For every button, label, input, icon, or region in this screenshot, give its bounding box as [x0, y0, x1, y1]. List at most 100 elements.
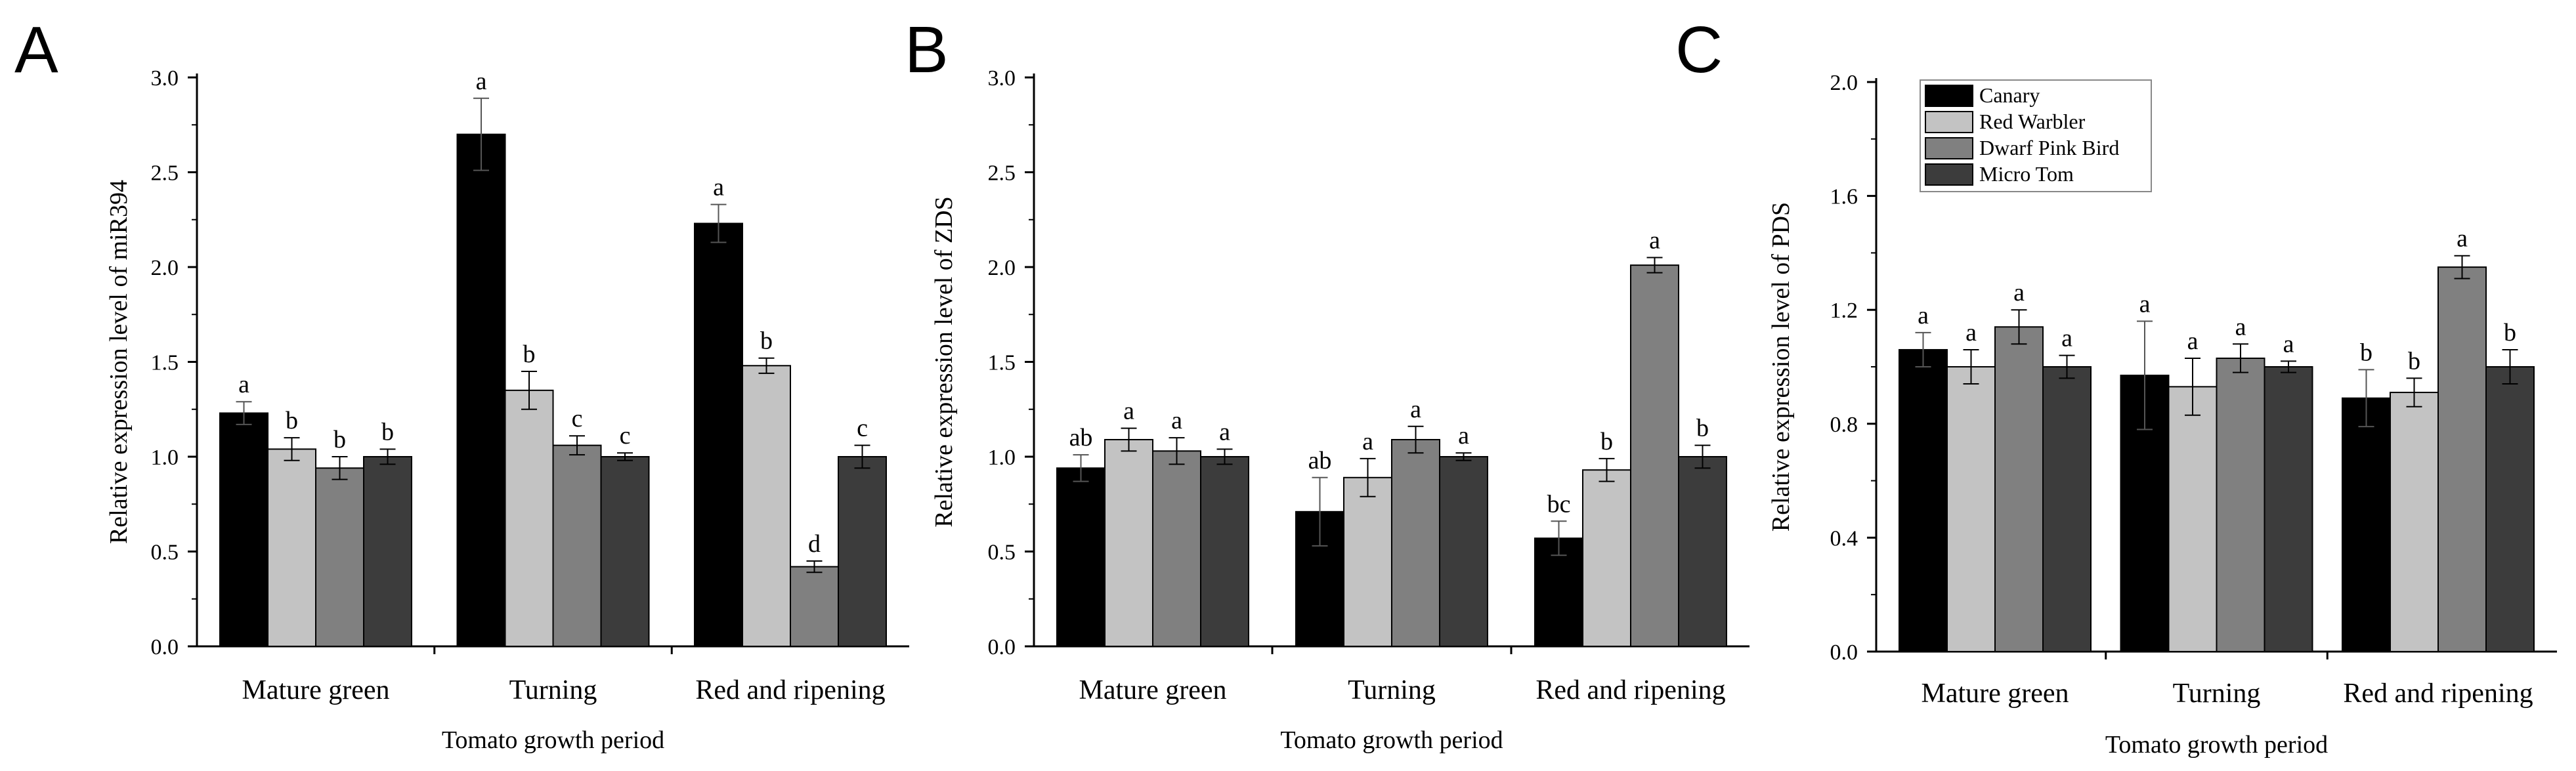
category-label: Turning: [2173, 678, 2261, 709]
legend-label-canary: Canary: [1979, 83, 2040, 107]
significance-label: b: [2360, 339, 2372, 366]
y-axis-title: Relative expression level of PDS: [1767, 202, 1795, 531]
y-tick-label: 0.0: [151, 635, 179, 659]
y-tick-label: 3.0: [988, 66, 1016, 91]
y-tick-label: 1.5: [151, 351, 179, 375]
bar-micro-tom: [2485, 366, 2535, 652]
x-axis-title: Tomato growth period: [1280, 726, 1503, 754]
y-axis-title: Relative expression level of ZDS: [930, 196, 958, 527]
y-tick-label: 0.8: [1830, 413, 1858, 437]
category-label: Red and ripening: [695, 675, 885, 705]
y-tick-label: 1.0: [151, 446, 179, 470]
bar-micro-tom: [1439, 456, 1488, 647]
significance-label: b: [333, 426, 346, 453]
bar-red-warbler: [2390, 392, 2439, 652]
significance-label: a: [1458, 422, 1469, 449]
bar-canary: [456, 133, 506, 647]
y-tick-label: 1.0: [988, 446, 1016, 470]
bar-dwarf-pink-bird: [790, 566, 839, 647]
significance-label: b: [2408, 347, 2420, 375]
significance-label: a: [1123, 398, 1134, 425]
legend-label-red-warbler: Red Warbler: [1979, 110, 2086, 133]
y-tick-label: 1.6: [1830, 185, 1858, 209]
significance-label: a: [2235, 313, 2246, 341]
category-label: Mature green: [1079, 675, 1226, 705]
significance-label: b: [760, 327, 773, 355]
significance-label: b: [1600, 428, 1613, 455]
category-label: Mature green: [242, 675, 389, 705]
significance-label: ab: [1069, 424, 1093, 451]
significance-label: b: [1696, 415, 1709, 442]
bar-dwarf-pink-bird: [2437, 266, 2487, 653]
y-tick-label: 1.5: [988, 351, 1016, 375]
bar-micro-tom: [838, 456, 887, 647]
legend-label-micro-tom: Micro Tom: [1979, 162, 2074, 186]
category-label: Turning: [1348, 675, 1436, 705]
legend-swatch-dwarf-pink-bird: [1925, 137, 1973, 159]
significance-label: c: [572, 405, 583, 432]
y-tick-label: 1.2: [1830, 299, 1858, 323]
bar-red-warbler: [2168, 386, 2218, 652]
significance-label: a: [1410, 396, 1421, 423]
bar-dwarf-pink-bird: [315, 467, 364, 648]
bar-red-warbler: [1946, 366, 1996, 652]
significance-label: b: [286, 407, 298, 434]
significance-label: a: [2457, 225, 2468, 253]
bar-canary: [2342, 397, 2391, 652]
y-tick-label: 2.5: [988, 161, 1016, 186]
category-label: Turning: [509, 675, 597, 705]
significance-label: a: [1965, 319, 1977, 346]
y-tick-label: 0.5: [151, 541, 179, 565]
bar-micro-tom: [1200, 456, 1249, 647]
bar-canary: [694, 222, 743, 647]
significance-label: a: [1171, 407, 1182, 434]
significance-label: a: [238, 371, 249, 398]
bar-dwarf-pink-bird: [1152, 450, 1201, 648]
x-axis-title: Tomato growth period: [442, 726, 664, 754]
significance-label: a: [476, 68, 487, 95]
bar-dwarf-pink-bird: [1630, 264, 1679, 647]
panel-b: B 0.0 0.5 1.0 1.5 2.0 2.5 3.0 Relative expressio…: [905, 13, 1750, 754]
y-axis-title: Relative expression level of miR394: [105, 180, 133, 544]
significance-label: a: [2139, 291, 2151, 318]
bar-red-warbler: [742, 365, 791, 648]
bar-micro-tom: [363, 456, 412, 647]
y-tick-label: 2.0: [151, 256, 179, 280]
y-tick-label: 0.4: [1830, 526, 1858, 551]
panel-letter: C: [1675, 13, 1723, 87]
bar-canary: [219, 412, 268, 648]
bar-red-warbler: [1343, 476, 1392, 647]
legend-swatch-micro-tom: [1925, 163, 1973, 186]
significance-label: c: [620, 422, 631, 449]
panel-letter: A: [14, 13, 58, 87]
significance-label: a: [2013, 279, 2025, 306]
significance-label: c: [857, 415, 868, 442]
significance-label: a: [2187, 327, 2199, 355]
legend-label-dwarf-pink-bird: Dwarf Pink Bird: [1979, 136, 2119, 159]
panel-letter: B: [905, 13, 949, 87]
bar-micro-tom: [2264, 366, 2313, 652]
significance-label: bc: [1547, 490, 1571, 518]
significance-label: d: [808, 530, 821, 558]
significance-label: b: [381, 418, 394, 446]
significance-label: a: [2283, 330, 2294, 358]
significance-label: b: [2504, 319, 2516, 346]
bar-micro-tom: [600, 456, 650, 647]
significance-label: a: [1362, 428, 1373, 455]
bar-canary: [2120, 375, 2170, 653]
y-tick-label: 2.0: [988, 256, 1016, 280]
bar-red-warbler: [267, 448, 316, 647]
significance-label: a: [713, 174, 724, 201]
y-tick-label: 3.0: [151, 66, 179, 91]
y-tick-label: 0.0: [1830, 640, 1858, 665]
bar-micro-tom: [2042, 366, 2092, 652]
category-label: Mature green: [1921, 678, 2069, 709]
y-tick-label: 0.5: [988, 541, 1016, 565]
panel-a: A 0.0 0.5 1.0 1.5 2.0 2.5 3.0 Relative expressio…: [14, 13, 909, 754]
y-tick-label: 2.0: [1830, 71, 1858, 95]
bar-dwarf-pink-bird: [1391, 438, 1440, 647]
bar-canary: [1899, 348, 1948, 653]
bar-red-warbler: [1104, 438, 1153, 647]
x-axis-title: Tomato growth period: [2105, 731, 2328, 759]
significance-label: b: [523, 341, 536, 368]
